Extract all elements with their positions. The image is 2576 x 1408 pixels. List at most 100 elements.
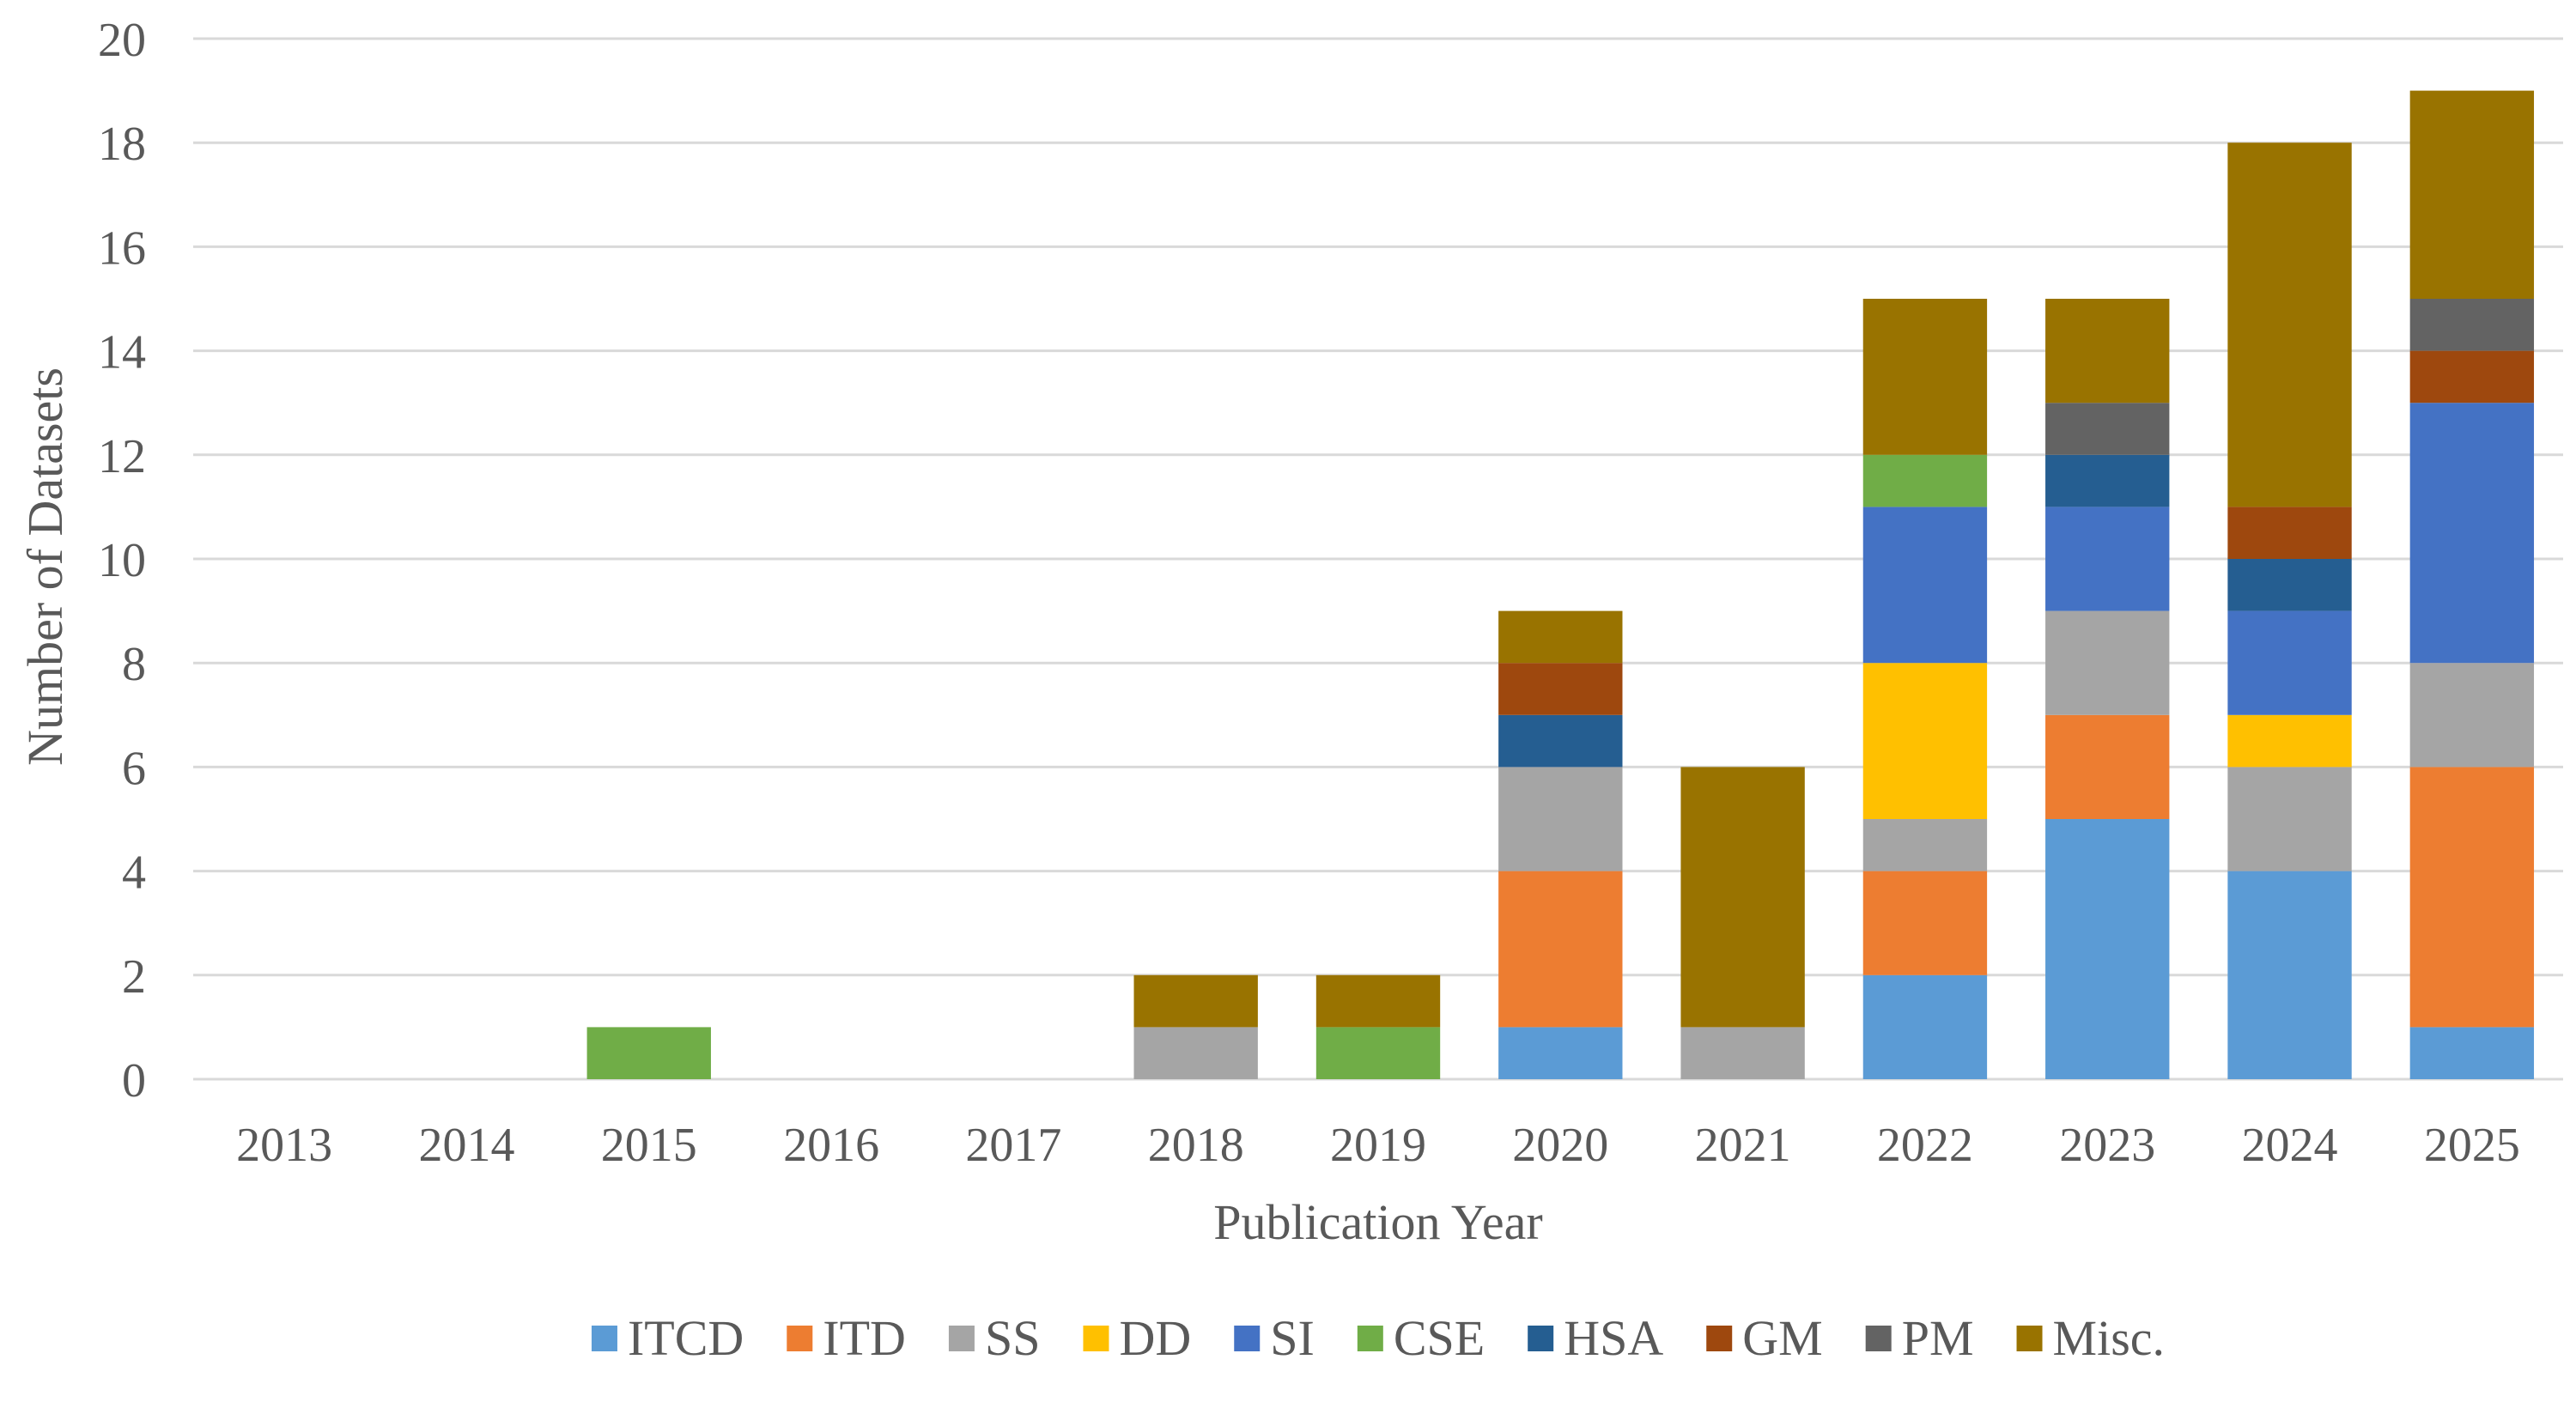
legend-swatch	[1234, 1326, 1261, 1351]
legend-swatch	[2016, 1326, 2043, 1351]
bar-stacks	[586, 90, 2535, 1079]
bar-segment-2025-itd	[2409, 767, 2535, 1028]
bar-segment-2022-ss	[1862, 819, 1988, 871]
legend-swatch	[1706, 1326, 1733, 1351]
legend-swatch	[1083, 1326, 1109, 1351]
bar-segment-2024-dd	[2227, 714, 2352, 768]
bar-segment-2023-ss	[2045, 610, 2170, 715]
x-axis-ticks: 2013 2014 2015 2016 2017 2018 2019 2020 2021 2022…	[236, 1119, 2520, 1172]
legend-label: Misc.	[2053, 1310, 2166, 1366]
bar-segment-2024-si	[2227, 610, 2352, 715]
legend-swatch	[1357, 1326, 1383, 1351]
y-tick-label: 0	[122, 1054, 146, 1108]
legend-swatch	[1865, 1326, 1892, 1351]
y-tick-label: 18	[98, 118, 146, 171]
legend-item-hsa: HSA	[1528, 1310, 1663, 1366]
bar-segment-2025-itcd	[2409, 1027, 2535, 1079]
x-tick-label: 2014	[418, 1119, 514, 1172]
legend-swatch	[591, 1326, 617, 1351]
bar-segment-2015-cse	[586, 1027, 711, 1079]
bar-segment-2023-itd	[2045, 714, 2170, 819]
x-tick-label: 2013	[236, 1119, 332, 1172]
bar-segment-2024-misc	[2227, 143, 2352, 507]
bar-segment-2024-ss	[2227, 767, 2352, 871]
bar-segment-2019-misc	[1315, 974, 1441, 1028]
legend-label: CSE	[1394, 1310, 1485, 1366]
bar-segment-2022-cse	[1862, 454, 1988, 507]
bar-segment-2018-ss	[1133, 1027, 1258, 1079]
legend-label: SS	[985, 1310, 1041, 1366]
bar-segment-2022-si	[1862, 507, 1988, 664]
gridlines	[193, 37, 2563, 1081]
x-tick-label: 2023	[2059, 1119, 2155, 1172]
bar-segment-2025-pm	[2409, 299, 2535, 351]
bar-segment-2023-misc	[2045, 299, 2170, 404]
y-tick-label: 10	[98, 534, 146, 587]
x-tick-label: 2024	[2242, 1119, 2338, 1172]
legend-item-itcd: ITCD	[591, 1310, 744, 1366]
bar-segment-2023-itcd	[2045, 819, 2170, 1079]
y-tick-label: 16	[98, 222, 146, 275]
bar-segment-2022-itcd	[1862, 974, 1988, 1079]
bar-segment-2020-itcd	[1498, 1027, 1623, 1079]
legend-label: ITCD	[628, 1310, 744, 1366]
bar-segment-2024-hsa	[2227, 559, 2352, 611]
bar-segment-2025-gm	[2409, 350, 2535, 404]
bar-segment-2025-misc	[2409, 90, 2535, 299]
legend-item-misc: Misc.	[2016, 1310, 2166, 1366]
y-axis-ticks: 0 2 4 6 8 10 12 14 16 18 20	[98, 14, 146, 1108]
legend-label: PM	[1902, 1310, 1974, 1366]
y-tick-label: 14	[98, 326, 146, 379]
bar-segment-2022-itd	[1862, 871, 1988, 975]
legend-item-si: SI	[1234, 1310, 1315, 1366]
bar-segment-2020-misc	[1498, 610, 1623, 664]
y-tick-label: 8	[122, 638, 146, 691]
x-tick-label: 2017	[965, 1119, 1061, 1172]
legend-label: HSA	[1564, 1310, 1663, 1366]
bar-segment-2020-hsa	[1498, 714, 1623, 768]
bar-segment-2020-ss	[1498, 767, 1623, 871]
y-tick-label: 2	[122, 950, 146, 1004]
bar-segment-2025-si	[2409, 403, 2535, 664]
bar-segment-2019-cse	[1315, 1027, 1441, 1079]
x-axis-title: Publication Year	[1213, 1194, 1542, 1250]
x-tick-label: 2018	[1148, 1119, 1244, 1172]
bar-segment-2023-si	[2045, 507, 2170, 611]
bar-segment-2020-gm	[1498, 663, 1623, 715]
x-tick-label: 2015	[601, 1119, 697, 1172]
x-tick-label: 2019	[1330, 1119, 1426, 1172]
bar-segment-2021-ss	[1680, 1027, 1805, 1079]
legend-label: SI	[1270, 1310, 1315, 1366]
bar-segment-2023-pm	[2045, 403, 2170, 455]
bar-segment-2018-misc	[1133, 974, 1258, 1028]
legend-swatch	[948, 1326, 975, 1351]
x-tick-label: 2021	[1695, 1119, 1791, 1172]
y-tick-label: 20	[98, 14, 146, 67]
y-axis-title: Number of Datasets	[17, 367, 73, 766]
y-tick-label: 12	[98, 430, 146, 483]
legend-item-gm: GM	[1706, 1310, 1823, 1366]
x-tick-label: 2016	[783, 1119, 879, 1172]
bar-segment-2024-gm	[2227, 507, 2352, 559]
x-tick-label: 2022	[1877, 1119, 1973, 1172]
y-tick-label: 4	[122, 847, 146, 900]
legend-label: GM	[1742, 1310, 1822, 1366]
x-tick-label: 2025	[2424, 1119, 2520, 1172]
legend-item-cse: CSE	[1357, 1310, 1485, 1366]
legend-item-itd: ITD	[787, 1310, 906, 1366]
y-tick-label: 6	[122, 742, 146, 795]
x-tick-label: 2020	[1512, 1119, 1608, 1172]
legend-item-ss: SS	[948, 1310, 1041, 1366]
legend: ITCD ITD SS DD SI CSE HSA GM PM Misc.	[591, 1310, 2166, 1366]
bar-segment-2021-misc	[1680, 767, 1805, 1028]
legend-label: ITD	[823, 1310, 906, 1366]
legend-item-pm: PM	[1865, 1310, 1974, 1366]
bar-segment-2022-dd	[1862, 663, 1988, 819]
bar-segment-2022-misc	[1862, 299, 1988, 455]
bar-segment-2024-itcd	[2227, 871, 2352, 1079]
legend-item-dd: DD	[1083, 1310, 1191, 1366]
legend-label: DD	[1119, 1310, 1191, 1366]
bar-segment-2020-itd	[1498, 871, 1623, 1028]
bar-segment-2025-ss	[2409, 663, 2535, 768]
